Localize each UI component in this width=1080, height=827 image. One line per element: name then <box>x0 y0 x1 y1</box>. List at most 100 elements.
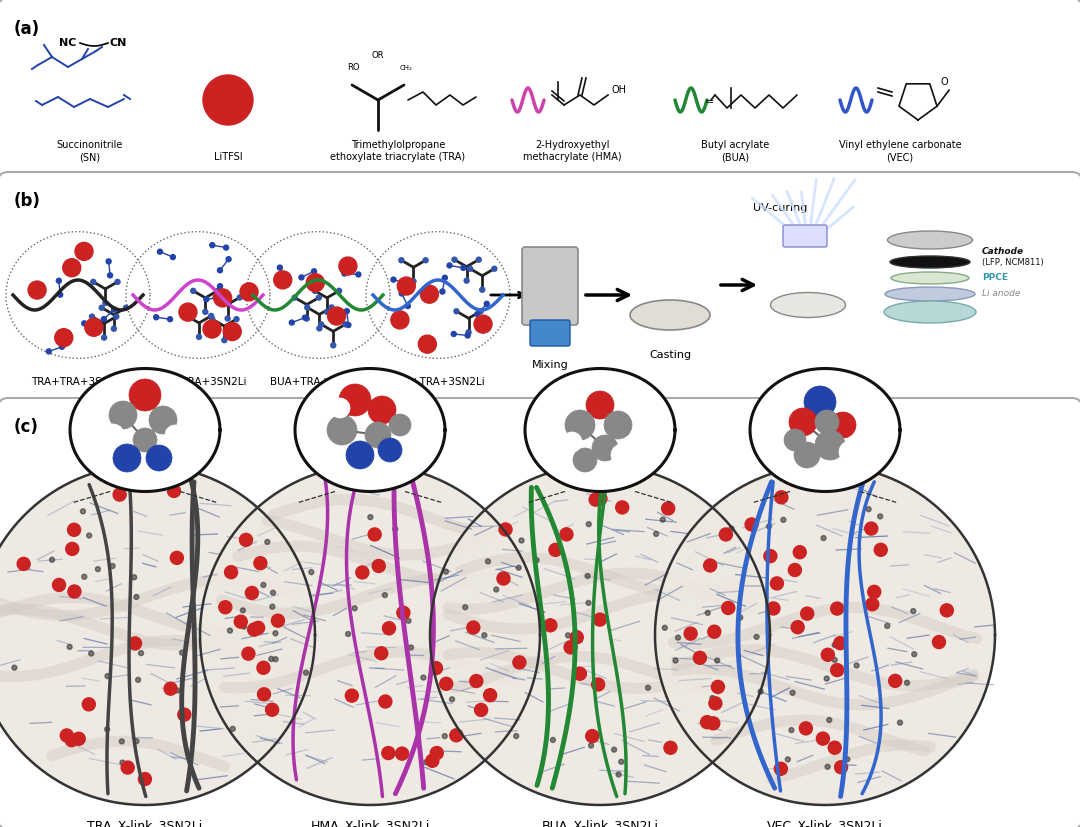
Circle shape <box>63 259 81 277</box>
Circle shape <box>114 280 120 284</box>
Circle shape <box>854 663 859 668</box>
Circle shape <box>67 644 72 649</box>
Circle shape <box>874 543 888 557</box>
FancyBboxPatch shape <box>0 172 1080 410</box>
Circle shape <box>586 600 591 605</box>
Circle shape <box>95 566 100 571</box>
Circle shape <box>158 249 162 254</box>
Circle shape <box>660 517 665 522</box>
Circle shape <box>46 349 51 354</box>
Circle shape <box>242 624 246 629</box>
Circle shape <box>134 739 139 743</box>
Text: UV-curing: UV-curing <box>753 203 807 213</box>
Circle shape <box>476 257 482 262</box>
Circle shape <box>224 323 241 341</box>
Circle shape <box>339 257 356 275</box>
Circle shape <box>368 396 396 424</box>
Circle shape <box>312 289 318 294</box>
Circle shape <box>774 762 787 775</box>
Ellipse shape <box>890 256 970 268</box>
Circle shape <box>72 732 85 745</box>
Circle shape <box>146 445 172 471</box>
Circle shape <box>715 658 719 663</box>
Circle shape <box>835 761 848 774</box>
Circle shape <box>102 424 124 446</box>
Circle shape <box>204 297 208 302</box>
Circle shape <box>719 528 732 541</box>
Circle shape <box>592 435 618 461</box>
Circle shape <box>499 523 512 536</box>
Circle shape <box>167 485 180 498</box>
Circle shape <box>662 625 667 630</box>
Polygon shape <box>525 369 675 491</box>
Circle shape <box>289 320 295 325</box>
Circle shape <box>217 268 222 273</box>
Circle shape <box>611 747 617 753</box>
Circle shape <box>824 676 829 681</box>
Circle shape <box>708 697 721 710</box>
Circle shape <box>113 314 119 319</box>
Circle shape <box>105 673 110 679</box>
Circle shape <box>494 587 499 592</box>
Circle shape <box>794 546 807 559</box>
Circle shape <box>247 623 260 636</box>
Circle shape <box>132 575 137 580</box>
Circle shape <box>245 586 258 600</box>
Circle shape <box>230 726 235 731</box>
Circle shape <box>221 337 227 342</box>
Circle shape <box>171 255 175 260</box>
Circle shape <box>497 572 510 585</box>
Circle shape <box>228 629 232 633</box>
Circle shape <box>418 335 436 353</box>
Text: TRA+TRA+3SN2Li: TRA+TRA+3SN2Li <box>31 377 125 387</box>
Circle shape <box>368 528 381 541</box>
Circle shape <box>266 703 279 716</box>
Circle shape <box>378 438 402 462</box>
Circle shape <box>594 492 607 505</box>
Circle shape <box>82 574 86 579</box>
Circle shape <box>346 689 359 702</box>
Text: Li anode: Li anode <box>982 289 1021 299</box>
Circle shape <box>261 582 266 587</box>
Circle shape <box>566 633 570 638</box>
Circle shape <box>404 281 409 286</box>
Circle shape <box>12 665 17 670</box>
Text: OR: OR <box>372 50 384 60</box>
Circle shape <box>270 590 275 595</box>
Circle shape <box>185 313 189 318</box>
Circle shape <box>754 634 759 639</box>
Circle shape <box>462 605 468 609</box>
Circle shape <box>68 523 81 536</box>
Text: BUA+TRA+3SN2Li: BUA+TRA+3SN2Li <box>270 377 366 387</box>
Circle shape <box>905 681 909 686</box>
Ellipse shape <box>630 300 710 330</box>
Circle shape <box>257 688 270 700</box>
Circle shape <box>794 442 820 468</box>
Circle shape <box>828 741 841 754</box>
Circle shape <box>570 631 583 643</box>
Circle shape <box>789 408 816 436</box>
Circle shape <box>129 379 161 411</box>
Circle shape <box>593 613 606 626</box>
Circle shape <box>467 330 471 335</box>
Circle shape <box>316 295 322 300</box>
Circle shape <box>113 488 126 501</box>
Circle shape <box>66 543 79 556</box>
Circle shape <box>579 672 584 677</box>
Text: Casting: Casting <box>649 350 691 360</box>
Circle shape <box>138 772 151 786</box>
Circle shape <box>430 662 443 675</box>
Circle shape <box>559 528 573 541</box>
Circle shape <box>781 518 786 523</box>
Circle shape <box>707 625 720 638</box>
Circle shape <box>562 432 582 452</box>
Circle shape <box>327 307 346 325</box>
Circle shape <box>82 698 95 711</box>
Circle shape <box>252 621 265 634</box>
Circle shape <box>257 662 270 674</box>
Text: =: = <box>704 97 714 107</box>
Ellipse shape <box>888 231 972 249</box>
Circle shape <box>932 636 945 648</box>
Circle shape <box>330 343 336 348</box>
Circle shape <box>165 425 185 445</box>
